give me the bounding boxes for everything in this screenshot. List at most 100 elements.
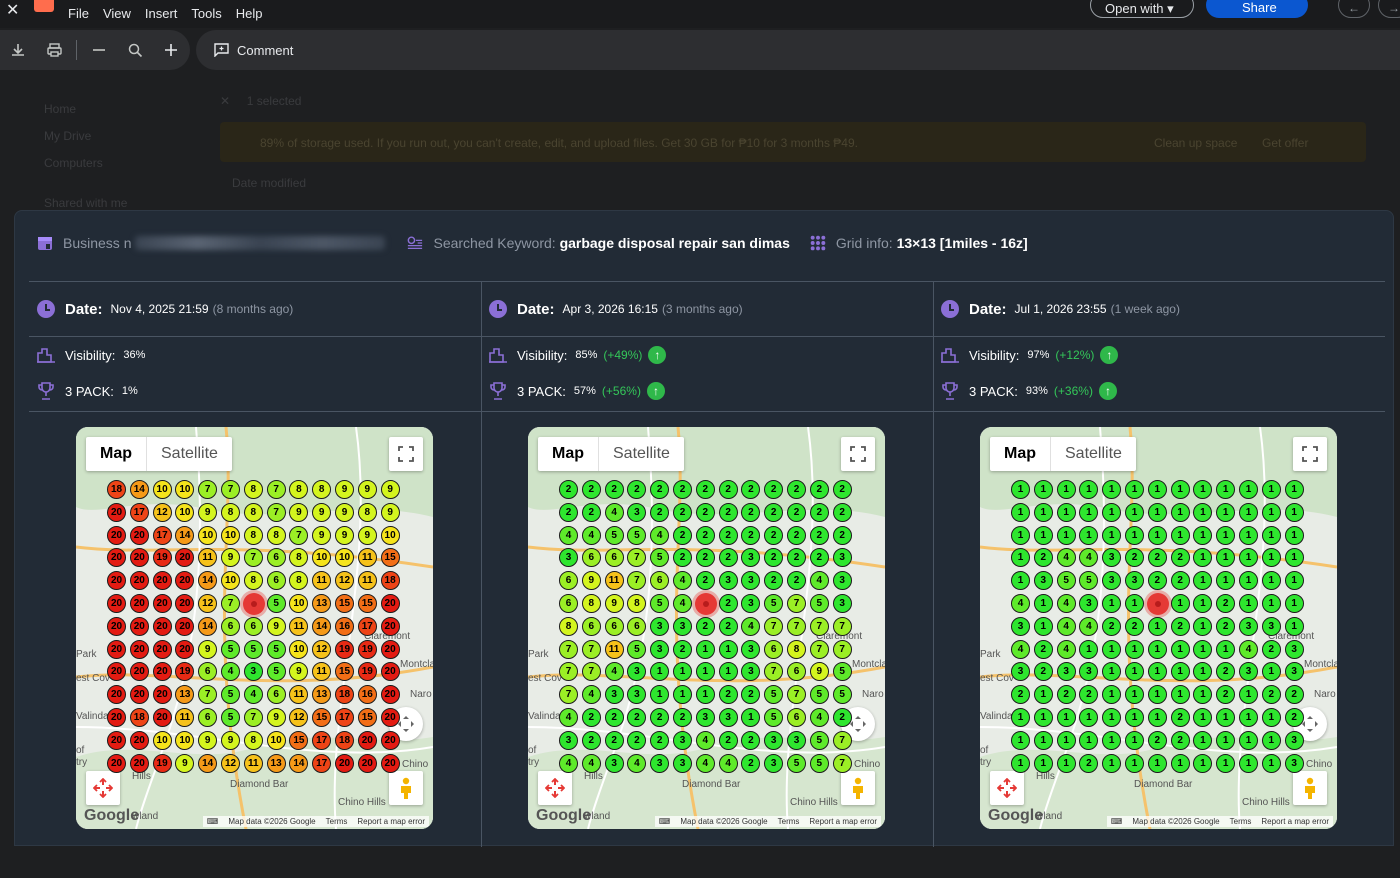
- rank-cell[interactable]: 20: [107, 685, 126, 705]
- rank-cell[interactable]: 3: [764, 753, 784, 773]
- comment-button[interactable]: Comment: [196, 30, 1400, 70]
- rank-cell[interactable]: 8: [243, 730, 263, 750]
- rank-cell[interactable]: 20: [175, 571, 195, 591]
- rank-cell[interactable]: 1: [1011, 730, 1030, 750]
- rank-cell[interactable]: 2: [695, 502, 715, 522]
- rank-cell[interactable]: 1: [1193, 525, 1213, 545]
- rank-cell[interactable]: 1: [1284, 571, 1304, 591]
- rank-cell[interactable]: 4: [243, 685, 263, 705]
- rank-cell[interactable]: 14: [198, 753, 218, 773]
- rank-cell[interactable]: 4: [673, 571, 692, 591]
- rank-cell[interactable]: 2: [627, 708, 647, 727]
- rank-cell[interactable]: 20: [357, 753, 377, 773]
- rank-cell[interactable]: 3: [1239, 616, 1258, 636]
- rank-cell[interactable]: 18: [335, 730, 354, 750]
- rank-cell[interactable]: 2: [741, 753, 761, 773]
- rank-cell[interactable]: 7: [221, 594, 240, 613]
- rank-cell[interactable]: 1: [1056, 525, 1076, 545]
- rank-cell[interactable]: 1: [1239, 708, 1258, 727]
- rank-cell[interactable]: 2: [832, 708, 852, 727]
- rank-cell[interactable]: 7: [627, 571, 647, 591]
- rank-cell[interactable]: 2: [581, 708, 601, 727]
- rank-cell[interactable]: 3: [1239, 662, 1258, 682]
- rank-cell[interactable]: 9: [289, 502, 309, 522]
- rank-cell[interactable]: 12: [289, 708, 309, 727]
- rank-cell[interactable]: 5: [627, 525, 647, 545]
- rank-cell[interactable]: 18: [129, 708, 149, 727]
- rank-cell[interactable]: 11: [604, 639, 624, 659]
- business-location-pin[interactable]: [242, 593, 265, 615]
- rank-cell[interactable]: 18: [107, 480, 126, 499]
- rank-cell[interactable]: 7: [581, 639, 601, 659]
- rank-cell[interactable]: 2: [581, 480, 601, 499]
- rank-cell[interactable]: 3: [1284, 639, 1304, 659]
- rank-cell[interactable]: 2: [604, 480, 624, 499]
- fullscreen-icon[interactable]: [389, 437, 423, 471]
- rank-cell[interactable]: 8: [266, 525, 286, 545]
- rank-cell[interactable]: 2: [695, 480, 715, 499]
- rank-cell[interactable]: 19: [357, 639, 377, 659]
- rank-cell[interactable]: 20: [129, 616, 149, 636]
- rank-cell[interactable]: 6: [198, 708, 218, 727]
- rank-cell[interactable]: 2: [741, 502, 761, 522]
- rank-cell[interactable]: 8: [357, 502, 377, 522]
- business-location-pin[interactable]: [1146, 593, 1169, 615]
- download-icon[interactable]: [0, 32, 36, 68]
- rank-cell[interactable]: 7: [243, 548, 263, 568]
- business-location-pin[interactable]: [694, 593, 717, 615]
- terms-link[interactable]: Terms: [325, 817, 348, 826]
- report-error-link[interactable]: Report a map error: [357, 817, 425, 826]
- rank-cell[interactable]: 2: [673, 502, 692, 522]
- pegman-icon[interactable]: [389, 771, 423, 805]
- rank-cell[interactable]: 2: [673, 525, 692, 545]
- rank-cell[interactable]: 3: [650, 639, 670, 659]
- rank-cell[interactable]: 2: [764, 502, 784, 522]
- recenter-icon[interactable]: [990, 771, 1024, 805]
- rank-cell[interactable]: 8: [243, 525, 263, 545]
- rank-cell[interactable]: 1: [1079, 730, 1099, 750]
- rank-cell[interactable]: 13: [312, 685, 332, 705]
- rank-cell[interactable]: 20: [107, 525, 126, 545]
- rank-cell[interactable]: 20: [129, 525, 149, 545]
- rank-cell[interactable]: 10: [175, 480, 195, 499]
- rank-cell[interactable]: 1: [1284, 502, 1304, 522]
- rank-cell[interactable]: 2: [764, 571, 784, 591]
- rank-cell[interactable]: 1: [1193, 594, 1213, 613]
- rank-cell[interactable]: 6: [266, 548, 286, 568]
- rank-cell[interactable]: 18: [335, 685, 354, 705]
- rank-cell[interactable]: 1: [1284, 525, 1304, 545]
- rank-cell[interactable]: 10: [335, 548, 354, 568]
- satellite-tab[interactable]: Satellite: [613, 445, 670, 462]
- rank-cell[interactable]: 2: [581, 502, 601, 522]
- rank-cell[interactable]: 1: [1033, 502, 1053, 522]
- rank-cell[interactable]: 4: [809, 571, 829, 591]
- rank-cell[interactable]: 1: [650, 685, 670, 705]
- rank-cell[interactable]: 5: [832, 685, 852, 705]
- rank-cell[interactable]: 11: [289, 685, 309, 705]
- rank-cell[interactable]: 2: [1261, 685, 1281, 705]
- rank-cell[interactable]: 3: [1033, 571, 1053, 591]
- rank-cell[interactable]: 4: [650, 525, 670, 545]
- rank-cell[interactable]: 2: [695, 616, 715, 636]
- rank-cell[interactable]: 1: [1284, 548, 1304, 568]
- rank-cell[interactable]: 1: [1239, 480, 1258, 499]
- rank-cell[interactable]: 4: [1079, 548, 1099, 568]
- rank-cell[interactable]: 3: [741, 571, 761, 591]
- report-error-link[interactable]: Report a map error: [809, 817, 877, 826]
- rank-cell[interactable]: 6: [266, 571, 286, 591]
- rank-cell[interactable]: 15: [357, 594, 377, 613]
- rank-cell[interactable]: 13: [312, 594, 332, 613]
- rank-cell[interactable]: 1: [673, 685, 692, 705]
- rank-cell[interactable]: 3: [741, 594, 761, 613]
- rank-cell[interactable]: 19: [175, 662, 195, 682]
- rank-map[interactable]: Map Satellite Park est Cov Valinda of tr…: [528, 427, 885, 829]
- rank-cell[interactable]: 11: [357, 548, 377, 568]
- rank-cell[interactable]: 2: [741, 480, 761, 499]
- rank-cell[interactable]: 3: [1056, 662, 1076, 682]
- menu-help[interactable]: Help: [235, 6, 263, 21]
- rank-cell[interactable]: 7: [787, 685, 806, 705]
- rank-cell[interactable]: 2: [1261, 639, 1281, 659]
- rank-cell[interactable]: 5: [604, 525, 624, 545]
- rank-cell[interactable]: 5: [809, 685, 829, 705]
- rank-cell[interactable]: 1: [1193, 639, 1213, 659]
